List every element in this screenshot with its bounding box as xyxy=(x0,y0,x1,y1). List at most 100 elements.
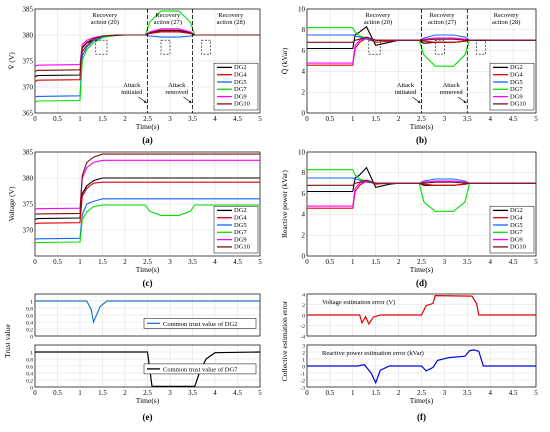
panel-a-ytick-label: 375 xyxy=(23,57,34,65)
panel-c-ylabel: Voltage (V) xyxy=(7,186,16,222)
panel-d-ytick-label: 2 xyxy=(302,232,306,240)
panel-f-sub2-axes: 0 0.5 1 1.5 2 2.5 3 3.5 4 4.5 5-3-2-10123Reactive … xyxy=(300,343,538,397)
panel-e-sub1-ytick-label: 0.4 xyxy=(26,320,33,326)
panel-f-sub2-xtick-label: 1 xyxy=(351,389,355,397)
panel-a-legend-label: DG4 xyxy=(234,72,247,79)
panel-d-legend-label: DG10 xyxy=(510,244,526,251)
panel-f-sub2-xtick-label: 0.5 xyxy=(326,389,335,397)
panel-a-annot-removed-b: removed xyxy=(165,89,188,96)
panel-f-sub1-error-line xyxy=(307,294,536,326)
panel-b-annot-removed-b: removed xyxy=(440,89,463,96)
panel-d-ytick-label: 0 xyxy=(302,252,306,260)
panel-f-panel-label: (f) xyxy=(417,412,426,422)
panel-d-xtick-label: 3 xyxy=(443,258,447,266)
panel-e-sub2-ytick-label: 0.2 xyxy=(26,378,33,384)
panel-d-ytick-label: 6 xyxy=(302,190,306,198)
panel-f-ylabel: Collective estimation error xyxy=(280,300,289,381)
panel-e-sub2-ytick-label: 1 xyxy=(30,350,33,356)
panel-c-legend-label: DG9 xyxy=(234,236,247,243)
panel-b-panel-label: (b) xyxy=(416,135,427,145)
panel-d-xtick-label: 4 xyxy=(488,258,492,266)
panel-f-sub2-xtick-label: 3.5 xyxy=(463,389,472,397)
panel-c-frame xyxy=(34,151,261,257)
panel-d-ytick-label: 10 xyxy=(298,148,306,156)
panel-b-axes: 0 0.5 1 1.5 2 2.5 3 3.5 4 4.5 5 0 2 4 6 8 10 DG2DG4DG5DG7… xyxy=(298,5,538,123)
panel-b-legend-box xyxy=(489,62,535,111)
panel-e-sub2-xtick-label: 1.5 xyxy=(98,389,107,397)
panel-f-sub2-xtick-label: 4.5 xyxy=(509,389,518,397)
panel-e-sub2-ytick-label: 0.8 xyxy=(26,357,33,363)
panel-b-xtick-label: 3 xyxy=(443,115,447,123)
panel-c-xtick-label: 1.5 xyxy=(98,258,107,266)
panel-b-xtick-label: 4.5 xyxy=(509,115,518,123)
panel-e-sub1-ytick-label: 0 xyxy=(30,334,33,340)
panel-e-sub1-legend-box xyxy=(143,318,257,329)
panel-f-sub2-xtick-label: 2.5 xyxy=(417,389,426,397)
panel-b-legend-label: DG2 xyxy=(510,64,523,71)
panel-f-sub2-ytick-label: -3 xyxy=(300,385,305,391)
panel-b-annot-recovery-27-b: action (27) xyxy=(428,19,456,26)
panel-a-recovery-box xyxy=(95,39,108,55)
panel-a-annot-recovery-20-b: action (20) xyxy=(91,19,119,26)
panel-a-series-dg10 xyxy=(34,30,260,72)
panel-b-xtick-label: 1 xyxy=(351,115,355,123)
panel-b-ytick-label: 6 xyxy=(302,47,306,55)
panel-c-series-dg4 xyxy=(34,181,260,225)
panel-b-annot-recovery-27-a: Recovery xyxy=(430,12,456,19)
panel-a-annot-recovery-27-b: action (27) xyxy=(154,19,182,26)
panel-d-xtick-label: 2 xyxy=(397,258,401,266)
panel-d-legend-box xyxy=(489,205,535,254)
panel-c-xtick-label: 3 xyxy=(168,258,172,266)
panel-b-ylabel: Q̄ (kVar) xyxy=(280,47,289,74)
panel-f-sub2-ytick-label: 1 xyxy=(302,357,305,363)
panel-a-annot-removed-a: Attack xyxy=(168,82,186,89)
panel-a-annot-recovery-28-a: Recovery xyxy=(218,12,244,19)
panel-a-ytick-label: 365 xyxy=(23,109,34,117)
panel-a-ytick-label: 380 xyxy=(23,31,34,39)
panel-a-ylabel: V̄ (V) xyxy=(7,52,16,70)
panel-b-ytick-label: 8 xyxy=(302,26,306,34)
panel-c-xtick-label: 4.5 xyxy=(233,258,242,266)
panel-a-xtick-label: 1.5 xyxy=(98,115,107,123)
panel-c-panel-label: (c) xyxy=(143,278,153,288)
panel-e-sub2-xtick-label: 0 xyxy=(33,389,37,397)
panel-f-sub1-ytick-label: 2 xyxy=(302,303,305,309)
panel-d-xtick-label: 2.5 xyxy=(417,258,426,266)
panel-f-sub2-ytick-label: 2 xyxy=(302,350,305,356)
panel-a-attack-arrow-head xyxy=(143,100,147,103)
panel-e-sub2-ytick-label: 0 xyxy=(30,385,33,391)
panel-a-annot-recovery-28-b: action (28) xyxy=(217,19,245,26)
panel-c-legend-label: DG5 xyxy=(234,222,247,229)
panel-d-legend-label: DG5 xyxy=(510,222,523,229)
panel-b-ytick-label: 2 xyxy=(302,89,306,97)
panel-b-annot-removed-a: Attack xyxy=(443,82,461,89)
panel-e-sub2-legend-label: Common trust value of DG7 xyxy=(163,366,238,373)
panel-e-sub2-legend-box xyxy=(143,363,257,375)
panel-a-ytick-label: 385 xyxy=(23,5,34,13)
panel-f-sub2-error-line xyxy=(307,349,536,385)
panel-c-xtick-label: 2.5 xyxy=(143,258,152,266)
panel-e-sub1-ytick-label: 0.8 xyxy=(26,306,33,312)
panel-a-legend-label: DG2 xyxy=(234,64,247,71)
panel-d-panel-label: (d) xyxy=(416,278,427,288)
panel-a-ytick-label: 370 xyxy=(23,83,34,91)
panel-f-sub1-ytick-label: -2 xyxy=(300,324,305,330)
panel-c-legend-label: DG7 xyxy=(234,229,247,236)
panel-f-sub2-xtick-label: 0 xyxy=(305,389,309,397)
panel-a-annot-recovery-20-a: Recovery xyxy=(92,12,118,19)
panel-f-sub2-xtick-label: 4 xyxy=(488,389,492,397)
panel-b-ytick-label: 4 xyxy=(302,68,306,76)
panel-b-annot-recovery-20-a: Recovery xyxy=(366,12,392,19)
panel-b-annot-recovery-28-a: Recovery xyxy=(494,12,520,19)
panel-d-xtick-label: 1.5 xyxy=(371,258,380,266)
panel-b-xlabel: Time(s) xyxy=(410,122,434,131)
panel-a-legend-label: DG7 xyxy=(234,86,247,93)
panel-e-sub1-ytick-label: 0.2 xyxy=(26,327,33,333)
panel-b-legend-label: DG7 xyxy=(510,86,523,93)
panel-d-xtick-label: 3.5 xyxy=(463,258,472,266)
panel-d-legend-label: DG9 xyxy=(510,236,523,243)
panel-d-xtick-label: 0.5 xyxy=(326,258,335,266)
panel-b-xtick-label: 0 xyxy=(305,115,309,123)
panel-f-sub2-ytick-label: -1 xyxy=(300,371,305,377)
